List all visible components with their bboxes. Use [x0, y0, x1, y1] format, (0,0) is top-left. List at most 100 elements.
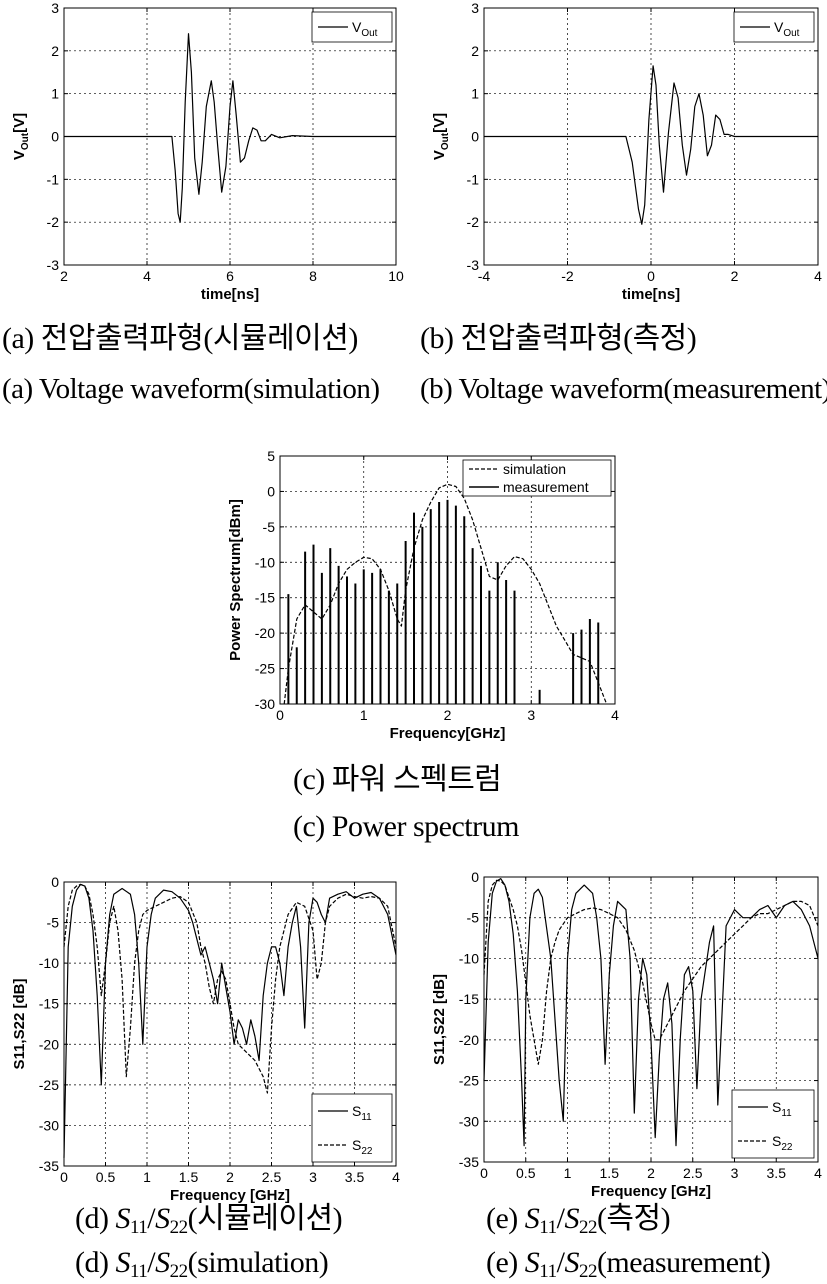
y-tick-label: -15	[255, 590, 275, 606]
y-tick-label: -5	[263, 519, 276, 535]
y-tick-label: -25	[255, 661, 275, 677]
chart-c-power-spectrum: 0 1 2 3 4 -30 -25 -20 -15 -10 -5 0 5 Frequency[GHz] Po…	[210, 436, 630, 756]
y-axis-label: S11,S22 [dB]	[11, 979, 28, 1070]
legend-box	[462, 459, 612, 497]
x-tick-label: 0.5	[516, 1165, 536, 1181]
y-tick-label: -15	[39, 996, 59, 1012]
caption-e-english-s11-sub: 11	[539, 1261, 557, 1282]
caption-e-english-s11: S	[524, 1246, 540, 1279]
chart-b-voltage-measurement: -4 -2 0 2 4 -3 -2 -1 0 1 2 3 time[ns] VOut[V] VOut	[418, 0, 827, 310]
y-axis-label: S11,S22 [dB]	[431, 974, 448, 1065]
chart-e-svg: 0 0.5 1 1.5 2 2.5 3 3.5 4 -35 -30 -25 -20 -15 -10 -5 0 Fr…	[431, 869, 822, 1200]
y-tick-label: -20	[255, 625, 275, 641]
caption-c-english: (c) Power spectrum	[293, 810, 519, 843]
x-tick-label: 1.5	[600, 1165, 620, 1181]
x-tick-label: 3	[527, 707, 535, 723]
x-tick-label: 3.5	[767, 1165, 787, 1181]
x-tick-label: -2	[561, 268, 574, 284]
x-tick-label: 4	[814, 1165, 822, 1181]
x-tick-label: 2	[731, 268, 739, 284]
caption-e-korean-slash: /	[556, 1202, 565, 1235]
x-tick-label: 0	[647, 268, 655, 284]
chart-b-svg: -4 -2 0 2 4 -3 -2 -1 0 1 2 3 time[ns] VOut[V] VOut	[431, 0, 822, 303]
y-tick-label: -30	[255, 696, 275, 712]
caption-d-english-rest: (simulation)	[187, 1246, 329, 1279]
x-axis-label: time[ns]	[622, 286, 680, 303]
caption-d-english-s11: S	[115, 1246, 130, 1279]
x-tick-label: 2	[226, 1169, 234, 1185]
caption-d-korean-s22-sub: 22	[169, 1217, 189, 1238]
legend-label: VOut	[774, 19, 800, 39]
y-tick-label: -2	[47, 214, 60, 230]
caption-e-korean-s22: S	[564, 1202, 579, 1235]
y-tick-label: 0	[267, 483, 275, 499]
x-tick-label: 4	[143, 268, 151, 284]
caption-e-english: (e) S11/S22(measurement)	[486, 1246, 771, 1282]
caption-d-korean-s11-sub: 11	[129, 1217, 148, 1238]
caption-d-english-s22-sub: 22	[169, 1261, 189, 1282]
legend-label: S22	[772, 1133, 793, 1153]
y-axis-label: VOut[V]	[431, 113, 451, 160]
x-tick-label: 6	[226, 268, 234, 284]
caption-d-english-s22: S	[155, 1246, 170, 1279]
caption-a-korean: (a) 전압출력파형(시뮬레이션)	[2, 322, 358, 355]
y-axis-label: Power Spectrum[dBm]	[227, 499, 244, 661]
caption-d-korean: (d) S11/S22(시뮬레이션)	[75, 1202, 343, 1238]
x-tick-label: 2	[60, 268, 68, 284]
caption-e-english-label: (e)	[486, 1246, 518, 1279]
x-tick-label: 1.5	[179, 1169, 199, 1185]
caption-e-english-slash: /	[556, 1246, 565, 1279]
caption-b-english: (b) Voltage waveform(measurement)	[420, 373, 827, 405]
y-tick-label: -5	[47, 915, 60, 931]
y-tick-label: 3	[471, 0, 479, 16]
legend-label: measurement	[503, 479, 589, 495]
legend: VOut	[311, 11, 393, 43]
y-tick-label: -10	[255, 554, 275, 570]
y-tick-label: -15	[459, 991, 479, 1007]
x-tick-label: 2	[647, 1165, 655, 1181]
x-tick-label: 10	[388, 268, 404, 284]
caption-d-korean-rest: (시뮬레이션)	[187, 1202, 343, 1235]
y-tick-label: 3	[51, 0, 59, 16]
caption-d-korean-slash: /	[147, 1202, 156, 1235]
y-tick-label: -20	[39, 1036, 59, 1052]
y-tick-label: -20	[459, 1032, 479, 1048]
y-tick-label: -1	[467, 171, 480, 187]
caption-e-korean-s11: S	[524, 1202, 540, 1235]
y-tick-label: -3	[467, 257, 480, 273]
chart-d-svg: 0 0.5 1 1.5 2 2.5 3 3.5 4 -35 -30 -25 -20 -15 -10 -5 0 Fr…	[11, 874, 400, 1204]
x-tick-label: 1	[360, 707, 368, 723]
x-tick-label: 4	[392, 1169, 400, 1185]
series-line-out	[484, 65, 818, 225]
y-tick-label: -35	[39, 1158, 59, 1174]
x-tick-label: 2	[444, 707, 452, 723]
y-axis-label: VOut[V]	[11, 113, 31, 160]
x-tick-label: 8	[309, 268, 317, 284]
legend: simulation measurement	[462, 459, 612, 497]
chart-e-s-params-measurement: 0 0.5 1 1.5 2 2.5 3 3.5 4 -35 -30 -25 -20 -15 -10 -5 0 Fr…	[418, 864, 827, 1200]
caption-d-english: (d) S11/S22(simulation)	[75, 1246, 329, 1282]
x-tick-label: 0	[480, 1165, 488, 1181]
caption-e-english-s22: S	[564, 1246, 579, 1279]
y-tick-label: -10	[459, 950, 479, 966]
chart-d-s-params-simulation: 0 0.5 1 1.5 2 2.5 3 3.5 4 -35 -30 -25 -20 -15 -10 -5 0 Fr…	[0, 864, 410, 1204]
y-tick-label: -2	[467, 214, 480, 230]
y-tick-label: 0	[51, 874, 59, 890]
y-tick-label: -35	[459, 1154, 479, 1170]
y-tick-label: -5	[467, 910, 480, 926]
caption-a-english: (a) Voltage waveform(simulation)	[2, 373, 380, 405]
y-tick-label: 2	[471, 43, 479, 59]
legend-label: S11	[352, 1103, 372, 1123]
y-tick-label: 2	[51, 43, 59, 59]
caption-d-english-label: (d)	[75, 1246, 109, 1279]
x-axis-label: Frequency [GHz]	[170, 1187, 290, 1204]
legend-box	[731, 1089, 815, 1159]
legend-label: S11	[772, 1099, 792, 1119]
series-line-22	[483, 879, 819, 1065]
chart-a-voltage-simulation: 2 4 6 8 10 -3 -2 -1 0 1 2 3 time[ns] VOut[V] VOut	[0, 0, 410, 310]
caption-d-korean-s22: S	[155, 1202, 170, 1235]
y-tick-label: 1	[51, 86, 59, 102]
x-tick-label: 0.5	[96, 1169, 116, 1185]
caption-b-korean: (b) 전압출력파형(측정)	[420, 322, 697, 355]
series-line-out	[64, 33, 396, 223]
